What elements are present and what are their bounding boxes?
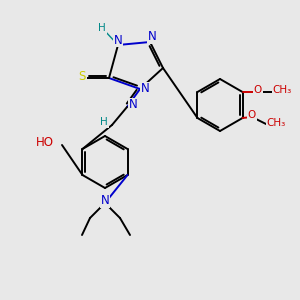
Text: CH₃: CH₃ xyxy=(272,85,292,95)
Text: H: H xyxy=(100,117,108,127)
Text: N: N xyxy=(129,98,137,112)
Text: O: O xyxy=(248,110,256,120)
Text: N: N xyxy=(148,31,156,44)
Text: H: H xyxy=(98,23,106,33)
Text: CH₃: CH₃ xyxy=(266,118,286,128)
Text: HO: HO xyxy=(36,136,54,149)
Text: O: O xyxy=(254,85,262,95)
Text: S: S xyxy=(78,70,86,83)
Text: N: N xyxy=(141,82,149,95)
Text: N: N xyxy=(100,194,109,208)
Text: N: N xyxy=(114,34,122,46)
